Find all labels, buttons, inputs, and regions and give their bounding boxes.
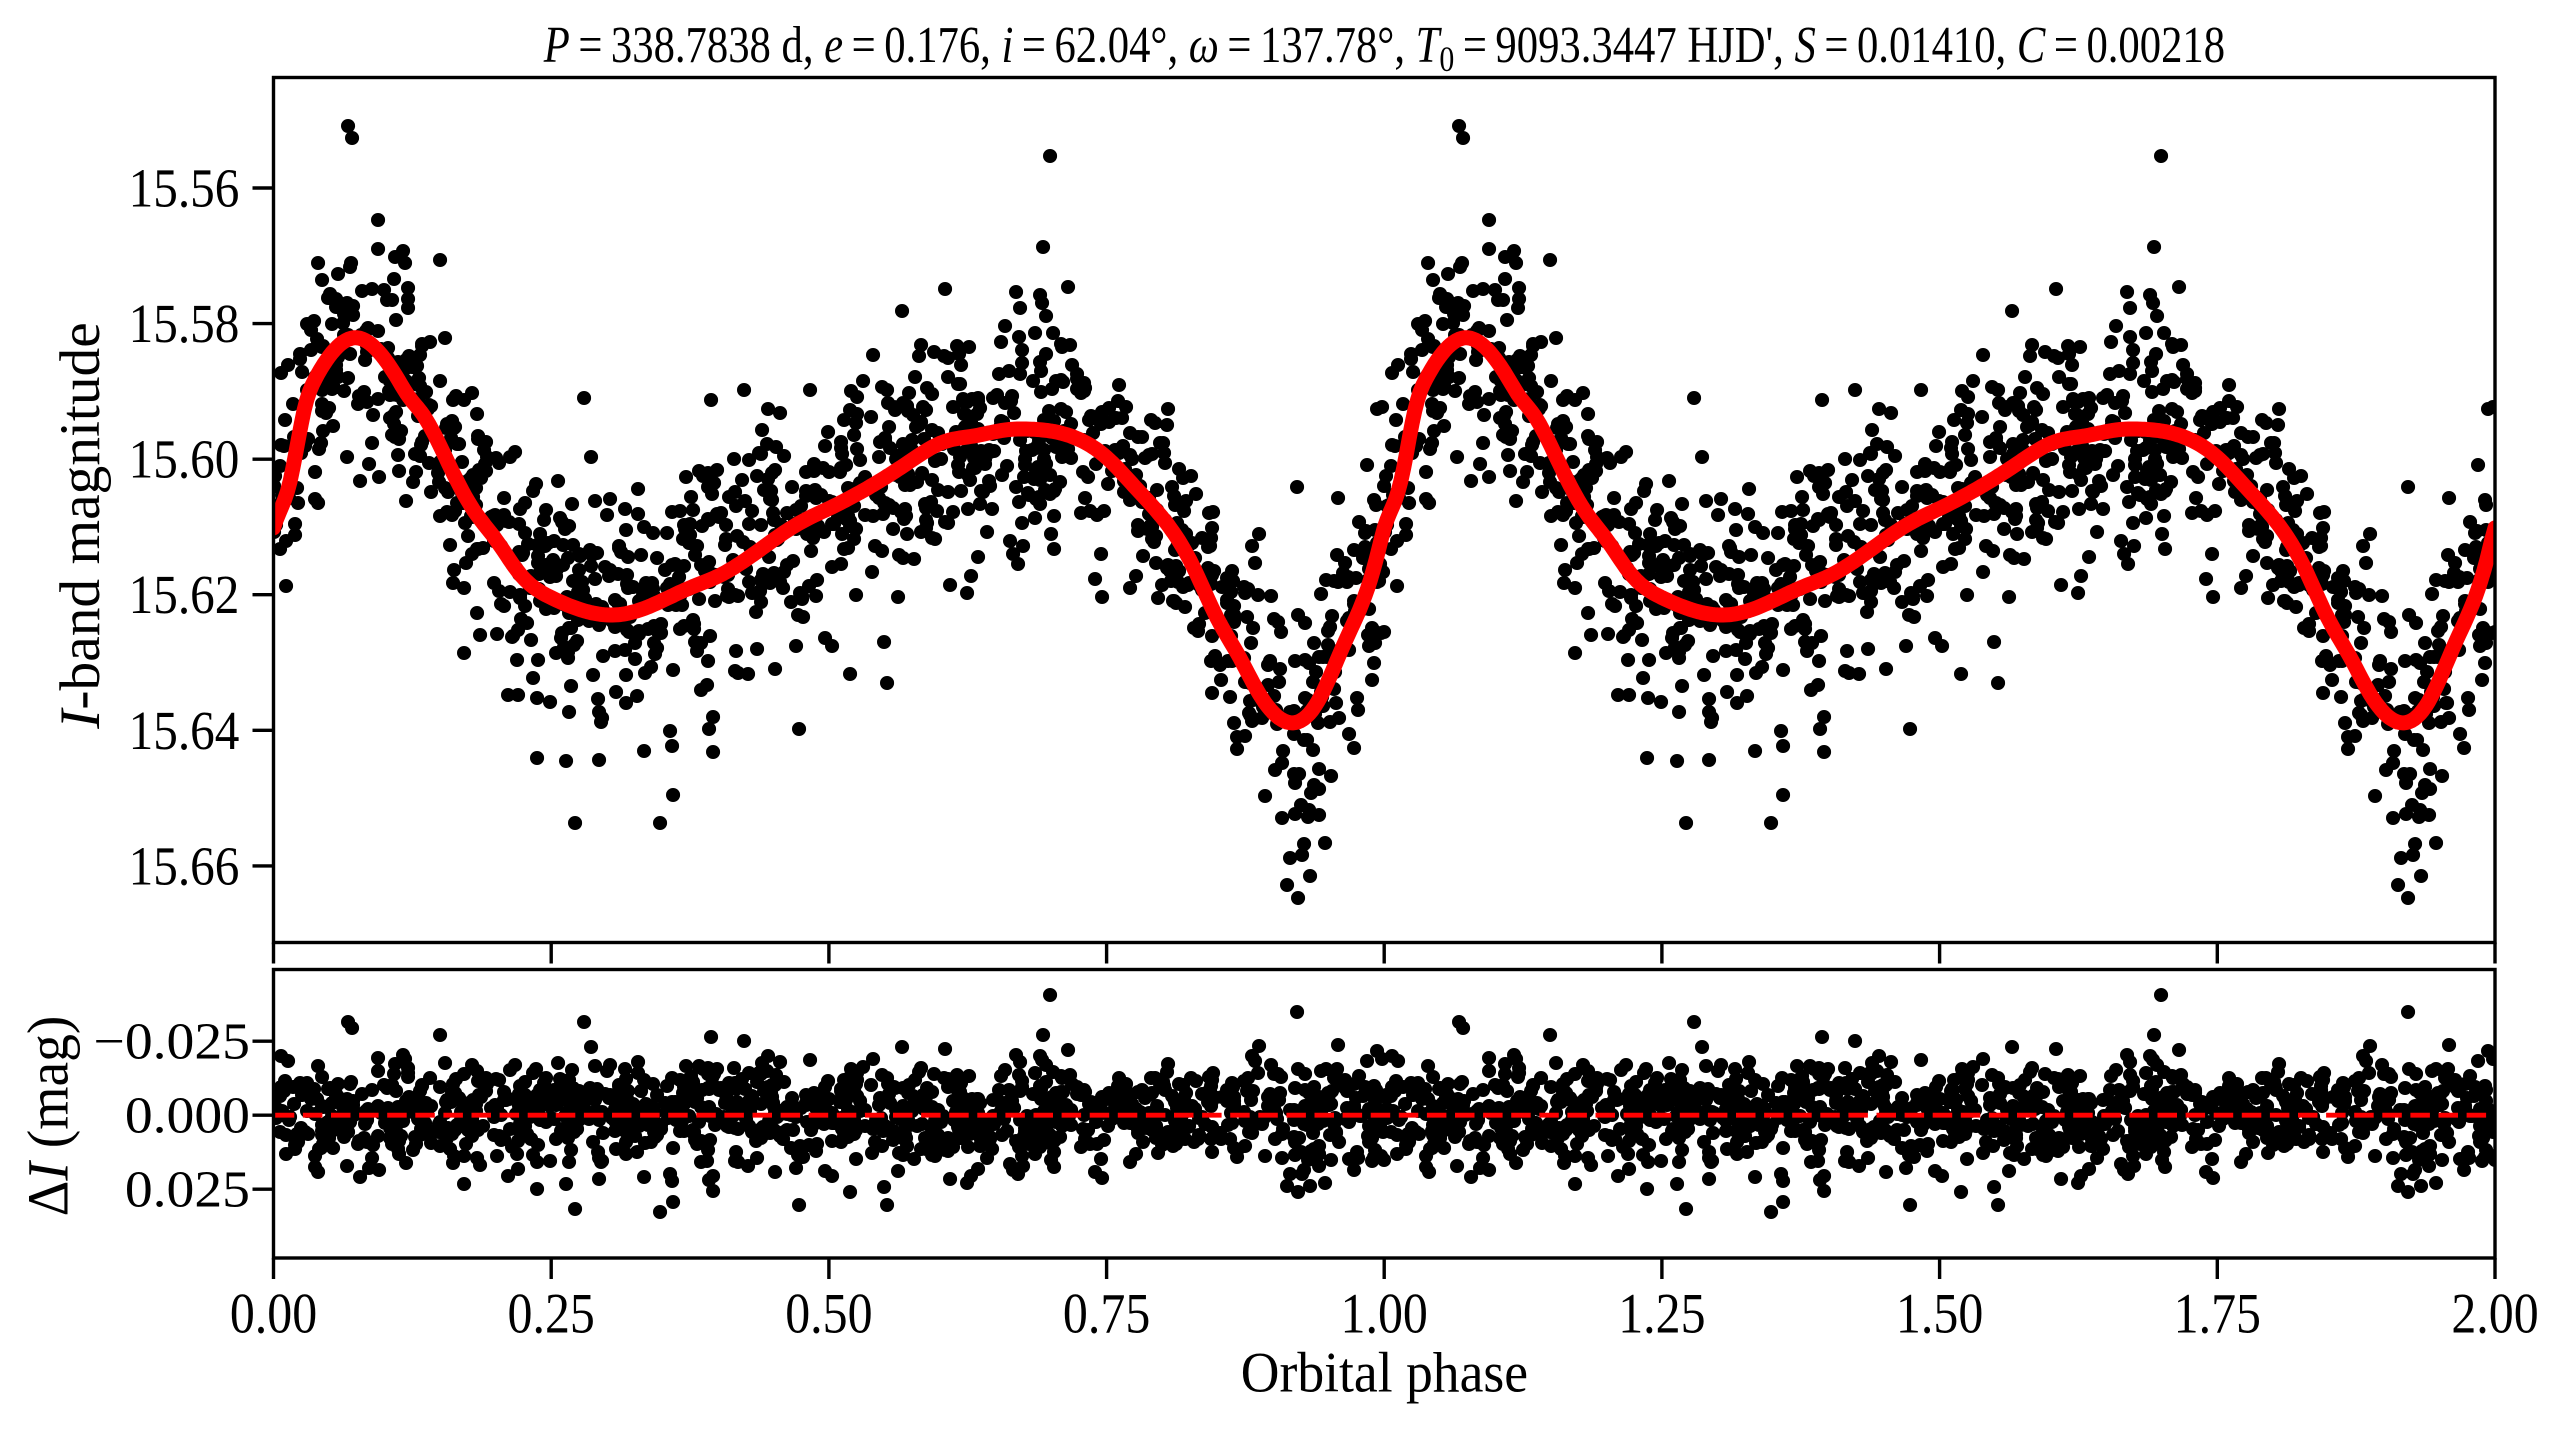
svg-text:15.56: 15.56 xyxy=(129,158,240,219)
svg-text:ΔI (mag): ΔI (mag) xyxy=(16,1016,81,1217)
svg-text:15.64: 15.64 xyxy=(129,700,240,761)
svg-text:0.000: 0.000 xyxy=(125,1086,250,1144)
svg-text:15.66: 15.66 xyxy=(129,836,240,897)
svg-text:1.50: 1.50 xyxy=(1896,1281,1983,1345)
svg-text:15.58: 15.58 xyxy=(129,294,240,355)
svg-text:0.25: 0.25 xyxy=(508,1281,595,1345)
svg-text:15.62: 15.62 xyxy=(129,565,240,626)
svg-text:P = 338.7838 d, e = 0.176, i =: P = 338.7838 d, e = 0.176, i = 62.04°, ω… xyxy=(543,17,2225,79)
svg-text:I-band magnitude: I-band magnitude xyxy=(49,322,112,729)
svg-text:1.25: 1.25 xyxy=(1618,1281,1705,1345)
svg-text:Orbital phase: Orbital phase xyxy=(1241,1342,1528,1405)
svg-text:0.00: 0.00 xyxy=(230,1281,317,1345)
svg-text:2.00: 2.00 xyxy=(2451,1281,2538,1345)
svg-text:0.025: 0.025 xyxy=(125,1160,250,1218)
svg-text:15.60: 15.60 xyxy=(129,429,240,490)
svg-text:1.75: 1.75 xyxy=(2174,1281,2261,1345)
svg-text:1.00: 1.00 xyxy=(1341,1281,1428,1345)
svg-text:0.50: 0.50 xyxy=(785,1281,872,1345)
svg-text:0.75: 0.75 xyxy=(1063,1281,1150,1345)
svg-text:−0.025: −0.025 xyxy=(93,1012,250,1070)
